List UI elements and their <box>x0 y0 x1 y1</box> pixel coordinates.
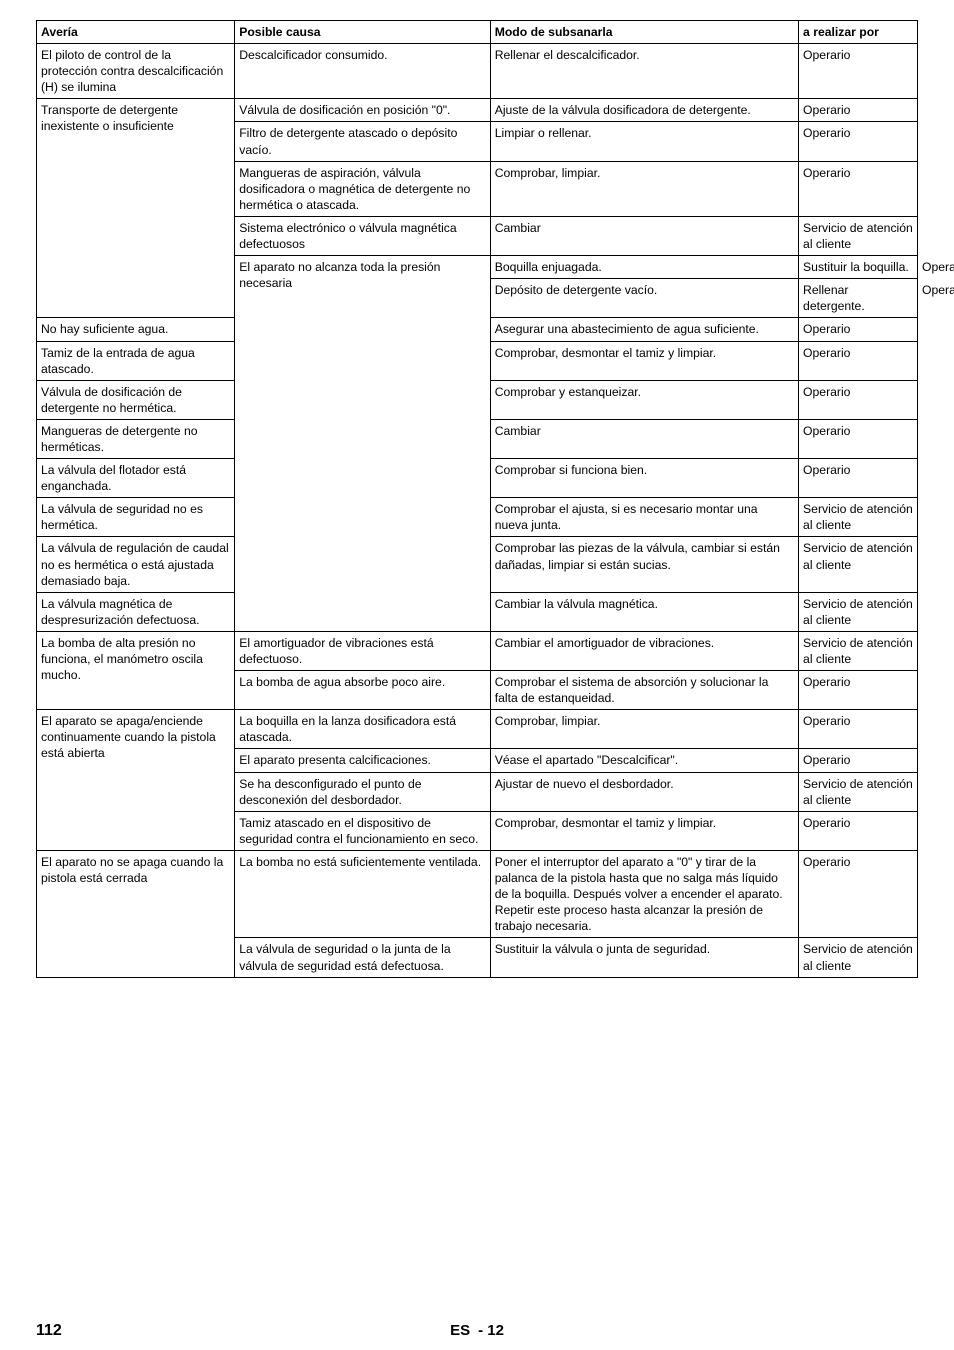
cell-causa: Tamiz atascado en el dispositivo de segu… <box>235 811 490 850</box>
cell-realizar: Operario <box>799 710 918 749</box>
cell-modo: Comprobar y estanqueizar. <box>490 380 798 419</box>
table-header-row: Avería Posible causa Modo de subsanarla … <box>37 21 918 44</box>
cell-modo: Sustituir la válvula o junta de segurida… <box>490 938 798 977</box>
cell-realizar: Operario <box>799 44 918 99</box>
cell-modo: Comprobar si funciona bien. <box>490 459 798 498</box>
cell-causa: La válvula de regulación de caudal no es… <box>37 537 235 592</box>
cell-modo: Cambiar el amortiguador de vibraciones. <box>490 631 798 670</box>
cell-realizar: Operario <box>799 99 918 122</box>
cell-realizar: Servicio de atención al cliente <box>799 498 918 537</box>
cell-causa: Tamiz de la entrada de agua atascado. <box>37 341 235 380</box>
cell-causa: La bomba no está suficientemente ventila… <box>235 850 490 937</box>
cell-realizar: Operario <box>799 380 918 419</box>
cell-modo: Comprobar, desmontar el tamiz y limpiar. <box>490 811 798 850</box>
cell-modo: Comprobar, limpiar. <box>490 161 798 216</box>
cell-causa: La válvula magnética de despresurización… <box>37 592 235 631</box>
cell-causa: Mangueras de detergente no herméticas. <box>37 419 235 458</box>
cell-averia: El aparato no se apaga cuando la pistola… <box>37 850 235 977</box>
table-row: El aparato no se apaga cuando la pistola… <box>37 850 918 937</box>
cell-causa: El amortiguador de vibraciones está defe… <box>235 631 490 670</box>
cell-causa: Depósito de detergente vacío. <box>490 279 798 318</box>
cell-realizar: Operario <box>799 749 918 772</box>
cell-averia: El piloto de control de la protección co… <box>37 44 235 99</box>
footer-center: ES - 12 <box>0 1322 954 1339</box>
cell-causa: Válvula de dosificación en posición "0". <box>235 99 490 122</box>
cell-realizar: Operario <box>799 318 918 341</box>
cell-causa: Válvula de dosificación de detergente no… <box>37 380 235 419</box>
col-realizar: a realizar por <box>799 21 918 44</box>
cell-realizar: Operario <box>799 671 918 710</box>
cell-modo: Comprobar el ajusta, si es necesario mon… <box>490 498 798 537</box>
cell-causa: La válvula de seguridad no es hermética. <box>37 498 235 537</box>
table-row: La bomba de alta presión no funciona, el… <box>37 631 918 670</box>
cell-modo: Poner el interruptor del aparato a "0" y… <box>490 850 798 937</box>
cell-realizar: Operario <box>799 850 918 937</box>
cell-modo: Comprobar las piezas de la válvula, camb… <box>490 537 798 592</box>
cell-modo: Rellenar detergente. <box>799 279 918 318</box>
cell-causa: Sistema electrónico o válvula magnética … <box>235 216 490 255</box>
cell-modo: Cambiar <box>490 419 798 458</box>
cell-modo: Comprobar, limpiar. <box>490 710 798 749</box>
cell-realizar: Operario <box>799 161 918 216</box>
cell-realizar: Servicio de atención al cliente <box>799 592 918 631</box>
cell-causa: La válvula del flotador está enganchada. <box>37 459 235 498</box>
cell-realizar: Operario <box>799 459 918 498</box>
col-causa: Posible causa <box>235 21 490 44</box>
cell-averia: El aparato no alcanza toda la presión ne… <box>235 256 490 632</box>
cell-causa: Boquilla enjuagada. <box>490 256 798 279</box>
cell-causa: No hay suficiente agua. <box>37 318 235 341</box>
cell-realizar: Servicio de atención al cliente <box>799 772 918 811</box>
cell-modo: Limpiar o rellenar. <box>490 122 798 161</box>
cell-realizar: Operario <box>799 419 918 458</box>
cell-modo: Véase el apartado "Descalcificar". <box>490 749 798 772</box>
cell-modo: Ajuste de la válvula dosificadora de det… <box>490 99 798 122</box>
cell-modo: Asegurar una abastecimiento de agua sufi… <box>490 318 798 341</box>
cell-modo: Cambiar <box>490 216 798 255</box>
cell-modo: Sustituir la boquilla. <box>799 256 918 279</box>
cell-averia: El aparato se apaga/enciende continuamen… <box>37 710 235 851</box>
table-row: El aparato se apaga/enciende continuamen… <box>37 710 918 749</box>
cell-causa: La boquilla en la lanza dosificadora est… <box>235 710 490 749</box>
cell-causa: La bomba de agua absorbe poco aire. <box>235 671 490 710</box>
cell-modo: Comprobar el sistema de absorción y solu… <box>490 671 798 710</box>
cell-modo: Comprobar, desmontar el tamiz y limpiar. <box>490 341 798 380</box>
cell-causa: Filtro de detergente atascado o depósito… <box>235 122 490 161</box>
col-averia: Avería <box>37 21 235 44</box>
footer-sub: - 12 <box>478 1322 504 1339</box>
cell-realizar: Operario <box>799 122 918 161</box>
cell-causa: Mangueras de aspiración, válvula dosific… <box>235 161 490 216</box>
cell-causa: La válvula de seguridad o la junta de la… <box>235 938 490 977</box>
cell-modo: Cambiar la válvula magnética. <box>490 592 798 631</box>
cell-realizar: Operario <box>799 811 918 850</box>
col-modo: Modo de subsanarla <box>490 21 798 44</box>
cell-modo: Rellenar el descalcificador. <box>490 44 798 99</box>
cell-realizar: Servicio de atención al cliente <box>799 216 918 255</box>
cell-modo: Ajustar de nuevo el desbordador. <box>490 772 798 811</box>
cell-realizar: Operario <box>799 341 918 380</box>
cell-causa: Descalcificador consumido. <box>235 44 490 99</box>
troubleshooting-table: Avería Posible causa Modo de subsanarla … <box>36 20 918 978</box>
cell-realizar: Servicio de atención al cliente <box>799 631 918 670</box>
cell-averia: Transporte de detergente inexistente o i… <box>37 99 235 318</box>
table-row: Transporte de detergente inexistente o i… <box>37 99 918 122</box>
cell-causa: Se ha desconfigurado el punto de descone… <box>235 772 490 811</box>
table-row: El piloto de control de la protección co… <box>37 44 918 99</box>
footer-lang: ES <box>450 1322 470 1339</box>
cell-realizar: Servicio de atención al cliente <box>799 537 918 592</box>
cell-averia: La bomba de alta presión no funciona, el… <box>37 631 235 709</box>
cell-causa: El aparato presenta calcificaciones. <box>235 749 490 772</box>
cell-realizar: Servicio de atención al cliente <box>799 938 918 977</box>
